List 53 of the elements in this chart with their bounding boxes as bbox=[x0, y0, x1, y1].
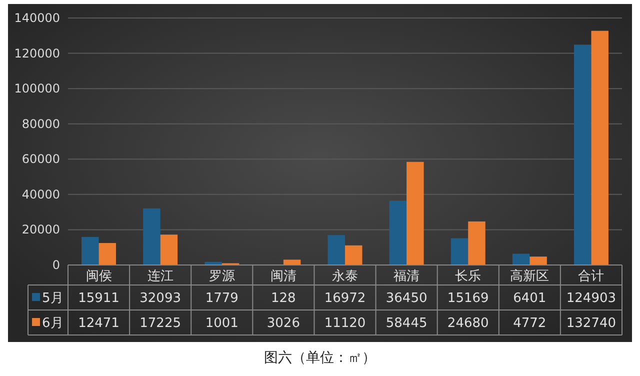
data-label: 11120 bbox=[324, 316, 366, 331]
x-tick-label: 连江 bbox=[147, 269, 174, 284]
bar bbox=[591, 30, 608, 265]
x-tick-label: 闽清 bbox=[270, 269, 296, 284]
x-tick-label: 永泰 bbox=[332, 268, 358, 284]
data-label: 12471 bbox=[78, 316, 120, 331]
bar bbox=[574, 44, 592, 265]
data-label: 36450 bbox=[386, 291, 428, 306]
x-tick-label: 闽侯 bbox=[86, 269, 112, 284]
data-label: 132740 bbox=[566, 316, 616, 331]
bar bbox=[406, 162, 424, 265]
x-tick-label: 长乐 bbox=[455, 269, 482, 284]
bar bbox=[160, 234, 178, 265]
data-label: 4772 bbox=[513, 316, 546, 331]
x-tick-label: 福清 bbox=[394, 269, 420, 284]
bar bbox=[389, 200, 407, 265]
data-label: 17225 bbox=[140, 316, 182, 331]
legend-label: 5月 bbox=[42, 291, 64, 306]
bar bbox=[143, 208, 160, 265]
data-label: 1779 bbox=[205, 291, 238, 306]
data-label: 3026 bbox=[266, 316, 300, 331]
data-label: 124903 bbox=[566, 291, 616, 306]
y-tick-label: 40000 bbox=[22, 187, 60, 202]
x-tick-label: 合计 bbox=[578, 269, 604, 284]
data-label: 24680 bbox=[447, 316, 489, 331]
x-tick-label: 罗源 bbox=[208, 269, 235, 284]
legend-label: 6月 bbox=[42, 316, 64, 331]
y-tick-label: 140000 bbox=[14, 11, 60, 25]
y-tick-label: 20000 bbox=[22, 222, 60, 237]
y-tick-label: 60000 bbox=[22, 152, 60, 166]
x-tick-label: 高新区 bbox=[510, 268, 550, 284]
bar bbox=[82, 236, 99, 265]
data-label: 1001 bbox=[205, 316, 238, 331]
data-label: 128 bbox=[271, 291, 296, 306]
y-tick-label: 80000 bbox=[22, 116, 60, 131]
data-label: 6401 bbox=[513, 291, 546, 306]
text: 图六（单位：㎡） bbox=[264, 350, 376, 366]
bar bbox=[98, 243, 116, 265]
bar bbox=[468, 221, 486, 265]
bar bbox=[450, 238, 468, 265]
data-label: 32093 bbox=[140, 291, 182, 306]
data-label: 58445 bbox=[386, 316, 428, 331]
data-label: 15911 bbox=[78, 291, 120, 306]
bar bbox=[530, 256, 547, 265]
bar bbox=[345, 245, 362, 265]
y-tick-label: 0 bbox=[52, 258, 60, 272]
y-tick-label: 120000 bbox=[14, 46, 60, 60]
y-tick-label: 100000 bbox=[14, 82, 60, 96]
bar bbox=[328, 235, 345, 265]
bar bbox=[283, 260, 301, 265]
data-label: 16972 bbox=[324, 291, 366, 306]
data-label: 15169 bbox=[447, 291, 489, 306]
bar bbox=[512, 254, 530, 265]
